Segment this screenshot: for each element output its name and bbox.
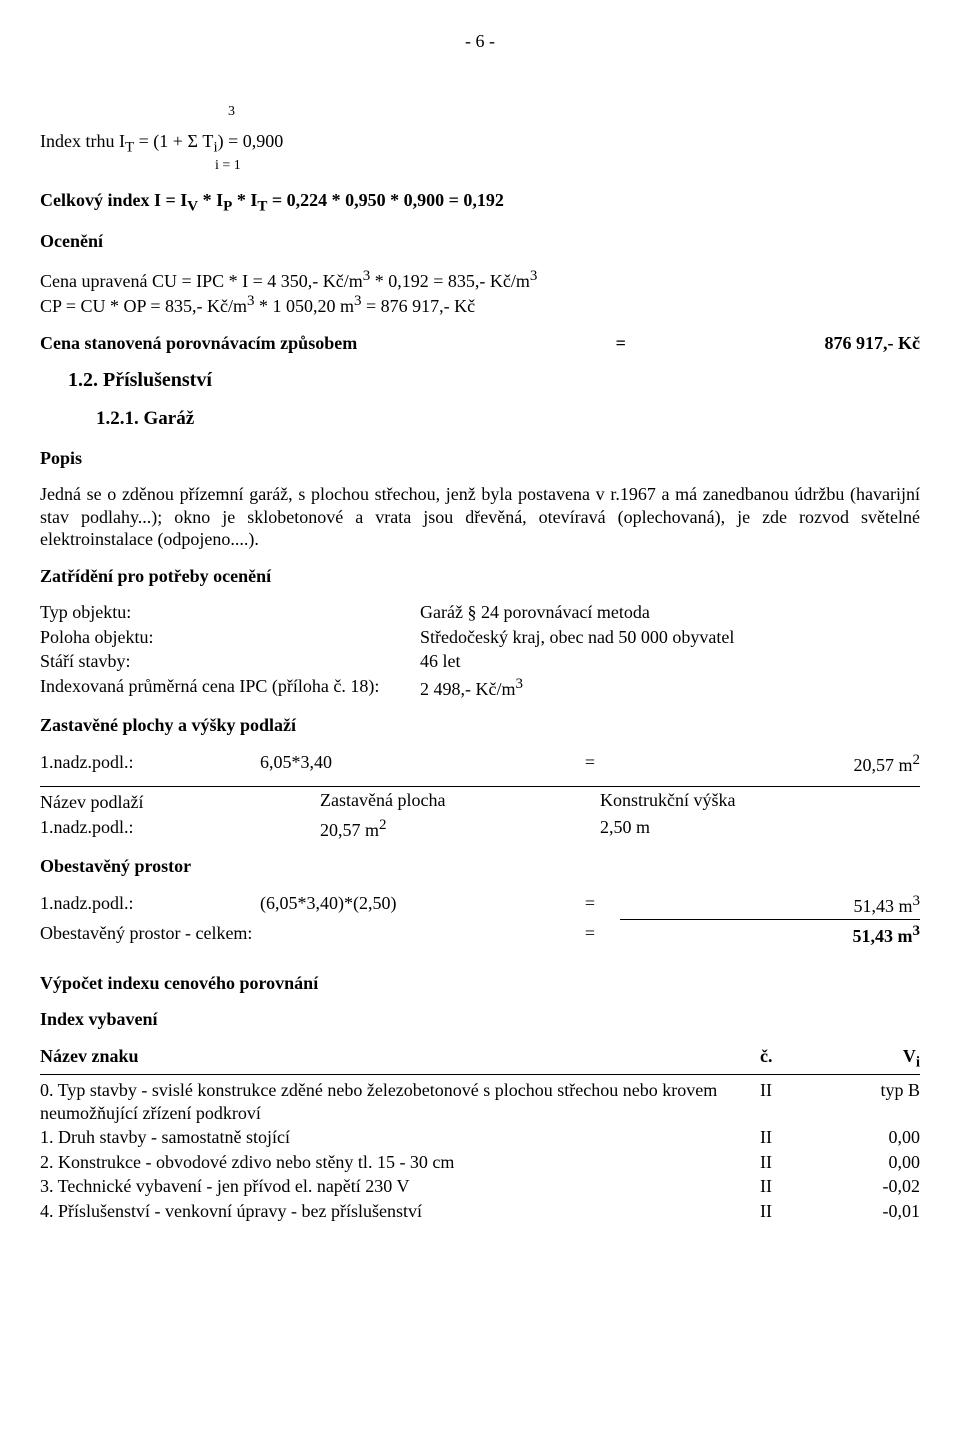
cena-stanovena-label: Cena stanovená porovnávacím způsobem [40, 332, 586, 355]
obest-total-d: 51,43 m3 [620, 922, 920, 948]
popis-title: Popis [40, 447, 920, 470]
podlazi-h-b: Zastavěná plocha [320, 789, 600, 814]
idx-r2-b: II [760, 1151, 820, 1174]
zast-d: 20,57 m2 [620, 751, 920, 777]
podlazi-h-a: Název podlaží [40, 789, 320, 814]
vypocet-title: Výpočet indexu cenového porovnání [40, 972, 920, 995]
podlazi-b: 20,57 m2 [320, 816, 600, 842]
podlazi-a: 1.nadz.podl.: [40, 816, 320, 842]
sigma-upper: 3 [228, 103, 920, 121]
zatrideni-title: Zatřídění pro potřeby ocenění [40, 565, 920, 588]
oceneni-line2: CP = CU * OP = 835,- Kč/m3 * 1 050,20 m3… [40, 292, 920, 318]
obest-c: = [560, 892, 620, 921]
podlazi-c: 2,50 m [600, 816, 920, 842]
page-number: - 6 - [40, 30, 920, 53]
idx-r4-c: -0,01 [820, 1200, 920, 1223]
idx-r0-c: typ B [820, 1079, 920, 1124]
obest-title: Obestavěný prostor [40, 855, 920, 878]
idx-r2-c: 0,00 [820, 1151, 920, 1174]
section-1-2-1: 1.2.1. Garáž [96, 407, 920, 431]
obest-total-c: = [560, 922, 620, 948]
zatrideni-k1: Poloha objektu: [40, 626, 420, 649]
zatrideni-k0: Typ objektu: [40, 601, 420, 624]
sigma-lower: i = 1 [215, 157, 920, 175]
idx-r0-a: 0. Typ stavby - svislé konstrukce zděné … [40, 1079, 760, 1124]
celkovy-index: Celkový index I = IV * IP * IT = 0,224 *… [40, 189, 920, 216]
zatrideni-k2: Stáří stavby: [40, 650, 420, 673]
zatrideni-v3: 2 498,- Kč/m3 [420, 675, 920, 701]
obest-d: 51,43 m3 [620, 892, 920, 921]
idx-h-c: Vi [820, 1045, 920, 1072]
podlazi-h-c: Konstrukční výška [600, 789, 920, 814]
idx-r1-a: 1. Druh stavby - samostatně stojící [40, 1126, 760, 1149]
idx-r2-a: 2. Konstrukce - obvodové zdivo nebo stěn… [40, 1151, 760, 1174]
idx-r0-b: II [760, 1079, 820, 1124]
idx-h-a: Název znaku [40, 1045, 760, 1072]
popis-body: Jedná se o zděnou přízemní garáž, s ploc… [40, 483, 920, 551]
cena-stanovena-eq: = [594, 332, 647, 355]
idx-r4-b: II [760, 1200, 820, 1223]
zatrideni-v0: Garáž § 24 porovnávací metoda [420, 601, 920, 624]
idx-r3-c: -0,02 [820, 1175, 920, 1198]
oceneni-line1: Cena upravená CU = IPC * I = 4 350,- Kč/… [40, 267, 920, 293]
zast-c: = [560, 751, 620, 777]
idx-r3-b: II [760, 1175, 820, 1198]
zast-b: 6,05*3,40 [260, 751, 560, 777]
zast-a: 1.nadz.podl.: [40, 751, 260, 777]
obest-a: 1.nadz.podl.: [40, 892, 260, 921]
index-vyb-title: Index vybavení [40, 1008, 920, 1031]
idx-r1-b: II [760, 1126, 820, 1149]
cena-stanovena-val: 876 917,- Kč [656, 332, 920, 355]
obest-total-a: Obestavěný prostor - celkem: [40, 922, 560, 948]
zast-title: Zastavěné plochy a výšky podlaží [40, 714, 920, 737]
idx-r4-a: 4. Příslušenství - venkovní úpravy - bez… [40, 1200, 760, 1223]
idx-r3-a: 3. Technické vybavení - jen přívod el. n… [40, 1175, 760, 1198]
section-1-2: 1.2. Příslušenství [68, 368, 920, 393]
obest-b: (6,05*3,40)*(2,50) [260, 892, 560, 921]
oceneni-title: Ocenění [40, 230, 920, 253]
idx-h-b: č. [760, 1045, 820, 1072]
idx-r1-c: 0,00 [820, 1126, 920, 1149]
zatrideni-k3: Indexovaná průměrná cena IPC (příloha č.… [40, 675, 420, 701]
index-trhu-formula: Index trhu IT = (1 + Σ Ti) = 0,900 [40, 130, 920, 157]
zatrideni-v2: 46 let [420, 650, 920, 673]
zatrideni-v1: Středočeský kraj, obec nad 50 000 obyvat… [420, 626, 920, 649]
